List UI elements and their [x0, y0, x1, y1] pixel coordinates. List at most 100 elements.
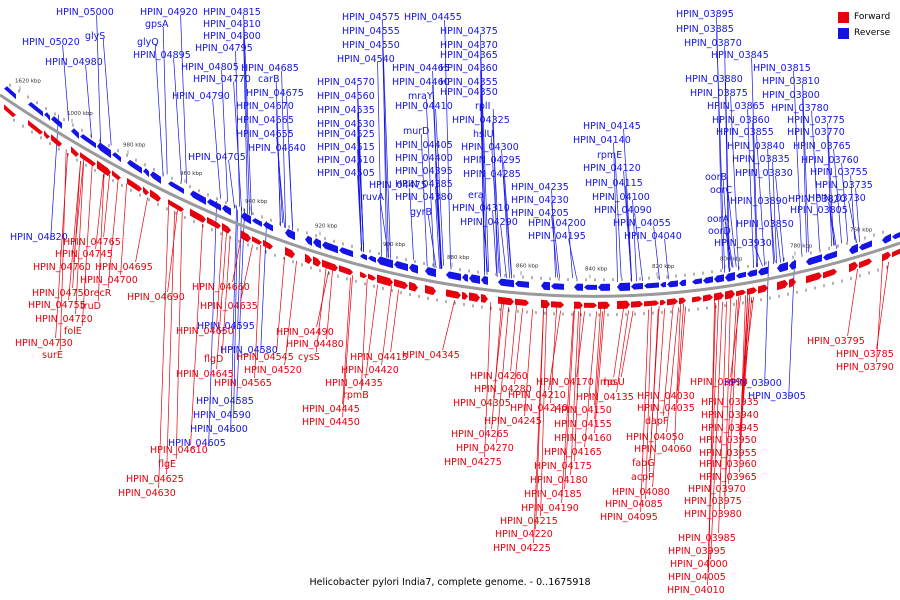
reverse-gene-label[interactable]: HPIN_03775: [787, 115, 845, 126]
forward-gene-label[interactable]: HPIN_04415: [350, 352, 408, 363]
forward-gene-label[interactable]: HPIN_03985: [678, 533, 736, 544]
forward-gene-label[interactable]: HPIN_04720: [35, 314, 93, 325]
forward-gene-label[interactable]: HPIN_04610: [150, 445, 208, 456]
reverse-gene-label[interactable]: HPIN_03890: [730, 196, 788, 207]
forward-gene-label[interactable]: HPIN_04135: [576, 392, 634, 403]
forward-gene-label[interactable]: HPIN_03980: [684, 509, 742, 520]
forward-gene-label[interactable]: HPIN_04035: [637, 403, 695, 414]
forward-gene-feature[interactable]: [127, 177, 142, 192]
forward-gene-feature[interactable]: [660, 299, 666, 306]
reverse-gene-feature[interactable]: [285, 228, 295, 241]
reverse-gene-label[interactable]: HPIN_04290: [460, 217, 518, 228]
forward-gene-feature[interactable]: [285, 246, 295, 259]
reverse-gene-label[interactable]: HPIN_03760: [801, 155, 859, 166]
reverse-gene-feature[interactable]: [252, 218, 262, 227]
reverse-gene-label[interactable]: HPIN_03805: [790, 205, 848, 216]
reverse-gene-label[interactable]: HPIN_04675: [246, 88, 304, 99]
forward-gene-feature[interactable]: [44, 130, 50, 139]
forward-gene-label[interactable]: HPIN_04165: [544, 447, 602, 458]
reverse-gene-label[interactable]: HPIN_04560: [317, 91, 375, 102]
reverse-gene-label[interactable]: oorA: [707, 214, 730, 225]
forward-gene-label[interactable]: HPIN_04150: [554, 405, 612, 416]
reverse-gene-feature[interactable]: [127, 159, 142, 174]
reverse-gene-label[interactable]: HPIN_03855: [716, 127, 774, 138]
reverse-gene-label[interactable]: HPIN_03845: [711, 50, 769, 61]
forward-gene-feature[interactable]: [777, 279, 788, 291]
reverse-gene-label[interactable]: rplI: [475, 101, 490, 112]
reverse-gene-label[interactable]: HPIN_03875: [690, 88, 748, 99]
forward-gene-label[interactable]: flgD: [204, 354, 223, 365]
reverse-gene-label[interactable]: HPIN_04285: [463, 169, 521, 180]
reverse-gene-label[interactable]: HPIN_04575: [342, 12, 400, 23]
forward-gene-label[interactable]: HPIN_04280: [474, 384, 532, 395]
reverse-gene-label[interactable]: HPIN_04325: [452, 115, 510, 126]
reverse-gene-label[interactable]: HPIN_04385: [395, 179, 453, 190]
reverse-gene-feature[interactable]: [305, 235, 312, 246]
forward-gene-label[interactable]: HPIN_04155: [554, 419, 612, 430]
forward-gene-feature[interactable]: [377, 274, 393, 287]
reverse-gene-feature[interactable]: [446, 271, 461, 281]
forward-gene-feature[interactable]: [574, 301, 583, 309]
forward-gene-label[interactable]: HPIN_04695: [95, 262, 153, 273]
forward-gene-label[interactable]: HPIN_04305: [453, 398, 511, 409]
reverse-gene-label[interactable]: HPIN_04475: [369, 180, 427, 191]
forward-gene-feature[interactable]: [305, 253, 312, 264]
reverse-gene-feature[interactable]: [758, 266, 768, 276]
forward-gene-feature[interactable]: [644, 300, 659, 307]
forward-gene-label[interactable]: HPIN_04650: [176, 326, 234, 337]
reverse-gene-label[interactable]: HPIN_04555: [342, 26, 400, 37]
reverse-gene-feature[interactable]: [789, 260, 796, 270]
forward-gene-feature[interactable]: [339, 265, 353, 276]
reverse-gene-label[interactable]: HPIN_04465: [392, 63, 450, 74]
forward-gene-feature[interactable]: [4, 104, 16, 118]
forward-gene-feature[interactable]: [222, 222, 231, 234]
reverse-gene-label[interactable]: HPIN_04535: [317, 105, 375, 116]
reverse-gene-feature[interactable]: [71, 128, 79, 139]
forward-gene-label[interactable]: HPIN_04190: [521, 503, 579, 514]
reverse-gene-label[interactable]: HPIN_05000: [56, 7, 114, 18]
forward-gene-label[interactable]: HPIN_04450: [302, 417, 360, 428]
reverse-gene-label[interactable]: HPIN_04505: [317, 168, 375, 179]
reverse-gene-label[interactable]: HPIN_04895: [133, 50, 191, 61]
forward-gene-feature[interactable]: [882, 251, 891, 262]
forward-gene-feature[interactable]: [859, 258, 872, 269]
reverse-gene-label[interactable]: HPIN_03820: [788, 194, 846, 205]
reverse-gene-label[interactable]: HPIN_04530: [317, 119, 375, 130]
reverse-gene-label[interactable]: HPIN_04040: [624, 231, 682, 242]
forward-gene-label[interactable]: HPIN_04625: [126, 474, 184, 485]
forward-gene-label[interactable]: HPIN_04730: [15, 338, 73, 349]
forward-gene-label[interactable]: flgE: [158, 459, 176, 470]
reverse-gene-feature[interactable]: [660, 281, 666, 288]
reverse-gene-feature[interactable]: [714, 274, 724, 283]
forward-gene-label[interactable]: HPIN_04275: [444, 457, 502, 468]
reverse-gene-label[interactable]: HPIN_04455: [404, 12, 462, 23]
forward-gene-feature[interactable]: [892, 248, 900, 258]
forward-gene-feature[interactable]: [252, 236, 262, 245]
forward-gene-label[interactable]: surE: [42, 350, 63, 361]
reverse-gene-feature[interactable]: [574, 283, 583, 291]
forward-gene-feature[interactable]: [758, 284, 768, 294]
reverse-gene-feature[interactable]: [469, 274, 480, 284]
forward-gene-label[interactable]: HPIN_03945: [701, 423, 759, 434]
forward-gene-feature[interactable]: [190, 208, 206, 223]
reverse-gene-label[interactable]: HPIN_04310: [452, 203, 510, 214]
reverse-gene-label[interactable]: HPIN_04380: [395, 192, 453, 203]
reverse-gene-feature[interactable]: [97, 142, 111, 159]
reverse-gene-feature[interactable]: [679, 279, 686, 287]
reverse-gene-label[interactable]: HPIN_03835: [732, 154, 790, 165]
forward-gene-label[interactable]: HPIN_03940: [701, 410, 759, 421]
forward-gene-label[interactable]: HPIN_04000: [670, 559, 728, 570]
forward-gene-label[interactable]: rho: [600, 377, 616, 388]
reverse-gene-label[interactable]: HPIN_04395: [395, 166, 453, 177]
forward-gene-label[interactable]: HPIN_04490: [276, 327, 334, 338]
reverse-gene-feature[interactable]: [541, 281, 550, 291]
reverse-gene-label[interactable]: HPIN_04230: [511, 195, 569, 206]
forward-gene-feature[interactable]: [823, 268, 837, 279]
reverse-gene-label[interactable]: HPIN_03810: [762, 76, 820, 87]
forward-gene-label[interactable]: HPIN_04240: [510, 403, 568, 414]
forward-gene-label[interactable]: HPIN_04170: [536, 377, 594, 388]
forward-gene-label[interactable]: HPIN_04565: [214, 378, 272, 389]
forward-gene-feature[interactable]: [71, 146, 79, 157]
forward-gene-feature[interactable]: [806, 272, 822, 284]
reverse-gene-label[interactable]: HPIN_04410: [395, 101, 453, 112]
